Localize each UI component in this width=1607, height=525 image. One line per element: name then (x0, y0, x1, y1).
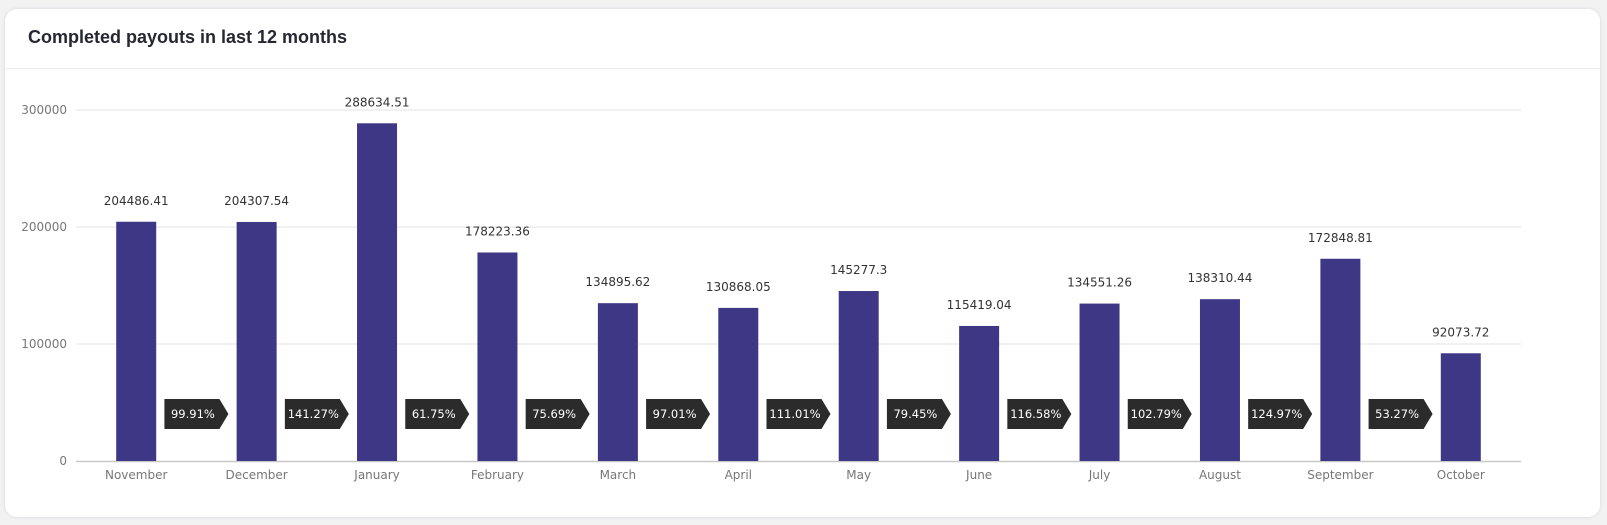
bar-value-label: 172848.81 (1308, 231, 1373, 245)
change-badge-label: 61.75% (412, 407, 456, 421)
x-tick-label: November (105, 468, 167, 482)
change-badge-label: 75.69% (532, 407, 576, 421)
change-badge-label: 53.27% (1375, 407, 1419, 421)
change-badge (284, 399, 349, 429)
bar-january[interactable] (357, 123, 398, 462)
y-tick-label: 100000 (21, 337, 67, 351)
change-badge-label: 111.01% (769, 407, 820, 421)
change-badge (164, 399, 229, 429)
bar-value-label: 204486.41 (104, 194, 169, 208)
bar-value-label: 178223.36 (465, 224, 530, 238)
bar-value-label: 115419.04 (947, 298, 1012, 312)
x-tick-label: May (846, 468, 871, 482)
y-tick-label: 300000 (21, 103, 67, 117)
y-tick-label: 200000 (21, 220, 67, 234)
change-badge (1007, 399, 1072, 429)
change-badge-label: 124.97% (1251, 407, 1302, 421)
bar-december[interactable] (236, 221, 277, 461)
bar-value-label: 134551.26 (1067, 276, 1132, 290)
change-badge-label: 99.91% (171, 407, 215, 421)
change-badge (1127, 399, 1192, 429)
bar-value-label: 204307.54 (224, 194, 289, 208)
bar-value-label: 138310.44 (1188, 271, 1253, 285)
x-tick-label: December (226, 468, 288, 482)
x-tick-label: October (1437, 468, 1485, 482)
change-badge-label: 102.79% (1131, 407, 1182, 421)
bar-april[interactable] (718, 307, 759, 461)
change-badge-label: 79.45% (893, 407, 937, 421)
change-badge (646, 399, 711, 429)
card-header: Completed payouts in last 12 months (5, 9, 1600, 69)
x-tick-label: April (725, 468, 752, 482)
bar-value-label: 288634.51 (345, 95, 410, 109)
change-badge (1368, 399, 1433, 429)
change-badge-label: 116.58% (1010, 407, 1061, 421)
change-badge (1248, 399, 1313, 429)
change-badge (886, 399, 951, 429)
bar-value-label: 145277.3 (830, 263, 887, 277)
card-title: Completed payouts in last 12 months (28, 27, 348, 47)
change-badge-label: 141.27% (288, 407, 339, 421)
bar-august[interactable] (1199, 299, 1240, 461)
bar-july[interactable] (1079, 303, 1120, 461)
x-tick-label: March (600, 468, 637, 482)
bar-may[interactable] (838, 291, 879, 461)
bar-november[interactable] (116, 221, 157, 461)
bar-february[interactable] (477, 252, 518, 461)
payouts-card: Completed payouts in last 12 months 0 100… (5, 9, 1600, 517)
x-tick-label: June (965, 468, 992, 482)
payouts-bar-chart: 0 100000 200000 300000 204486.41 November 2043… (21, 95, 1521, 482)
x-tick-label: September (1307, 468, 1373, 482)
bar-october[interactable] (1440, 353, 1481, 461)
x-tick-label: July (1088, 468, 1111, 482)
change-badge (525, 399, 590, 429)
bar-value-label: 134895.62 (585, 275, 650, 289)
y-tick-label: 0 (59, 454, 67, 468)
chart-area: 0 100000 200000 300000 204486.41 November 2043… (5, 69, 1600, 522)
bar-september[interactable] (1320, 258, 1361, 461)
x-tick-label: February (471, 468, 524, 482)
x-tick-label: January (353, 468, 400, 482)
bar-march[interactable] (597, 303, 638, 461)
change-badge (766, 399, 831, 429)
bar-june[interactable] (959, 325, 1000, 461)
bar-value-label: 130868.05 (706, 280, 771, 294)
x-tick-label: August (1199, 468, 1241, 482)
bar-value-label: 92073.72 (1432, 325, 1489, 339)
change-badge (405, 399, 470, 429)
change-badge-label: 97.01% (653, 407, 697, 421)
